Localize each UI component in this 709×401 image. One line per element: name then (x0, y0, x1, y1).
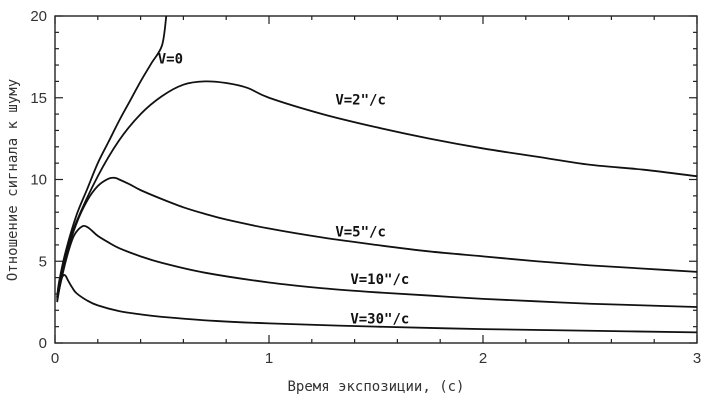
y-tick-label: 15 (30, 90, 47, 107)
y-tick-label: 0 (39, 335, 47, 352)
series-line-2 (56, 176, 698, 300)
axis-tick-labels: 0 1 2 3 0 5 10 15 20 (30, 8, 701, 367)
y-tick-label: 5 (39, 253, 47, 270)
y-axis-title: Отношение сигнала к шуму (5, 79, 21, 281)
x-tick-label: 3 (693, 350, 701, 367)
y-tick-label: 10 (30, 172, 47, 189)
series-line-4 (56, 274, 698, 334)
x-tick-label: 2 (479, 350, 487, 367)
series-label-3: V=10"/с (350, 272, 409, 288)
axis-ticks (54, 15, 698, 344)
series-lines (56, 15, 698, 334)
series-line-1 (56, 80, 698, 298)
series-label-2: V=5"/с (335, 225, 386, 241)
series-line-0 (56, 15, 168, 298)
series-labels: V=0 V=2"/с V=5"/с V=10"/с V=30"/с (158, 51, 410, 327)
series-label-1: V=2"/с (335, 92, 386, 108)
series-label-4: V=30"/с (350, 311, 409, 327)
x-tick-label: 0 (51, 350, 59, 367)
x-axis-title: Время экспозиции, (с) (287, 379, 464, 395)
y-tick-label: 20 (30, 8, 47, 25)
series-label-0: V=0 (158, 51, 183, 67)
x-tick-label: 1 (265, 350, 273, 367)
series-line-3 (56, 224, 698, 308)
